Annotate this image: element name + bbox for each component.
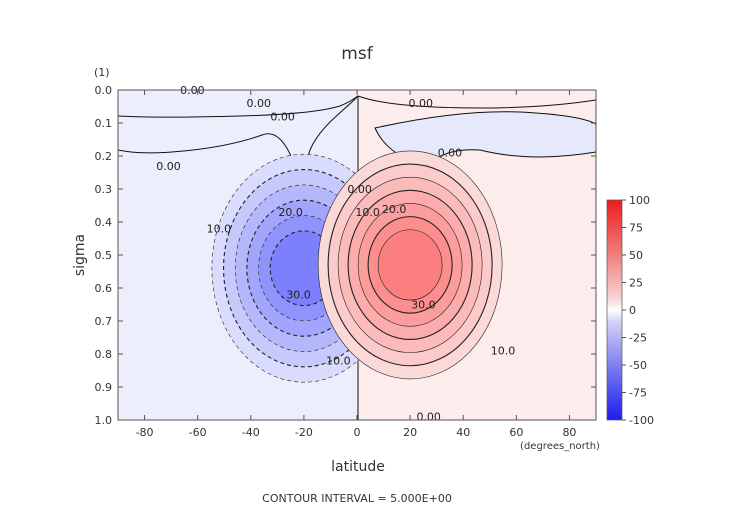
top-right-line	[357, 95, 596, 109]
north-cell	[317, 150, 503, 380]
colorbar-gradient	[606, 199, 623, 421]
x-units: (degrees_north)	[520, 441, 600, 452]
contour-label: 0.00	[408, 97, 433, 110]
contour-label: 30.0	[411, 299, 436, 312]
y-axis-label: sigma	[72, 234, 88, 276]
contour-label: 0.00	[438, 147, 463, 160]
contour-label: 0.00	[270, 110, 295, 123]
contour-label: 0.00	[246, 97, 271, 110]
north-cell-contour-35	[377, 229, 443, 301]
colorbar-tick-label: 0	[629, 304, 636, 317]
colorbar-tick-label: 25	[629, 277, 643, 290]
y-tick-label: 0.1	[95, 117, 113, 130]
y-tick-label: 0.2	[95, 150, 113, 163]
contour-label: 30.0	[286, 289, 311, 302]
y-units: (1)	[94, 66, 110, 79]
x-tick-label: 0	[354, 426, 361, 439]
circulation-cells	[211, 150, 503, 383]
y-axis: 0.0 0.1 0.2 0.3 0.4 0.5 0.6 0.7 0.8 0.9 1.0	[95, 84, 596, 427]
contour-interval-note: CONTOUR INTERVAL = 5.000E+00	[262, 492, 452, 505]
y-tick-label: 0.9	[95, 381, 113, 394]
x-tick-label: 80	[562, 426, 576, 439]
contour-label: 0.00	[347, 183, 372, 196]
y-tick-label: 1.0	[95, 414, 113, 427]
x-tick-label: 40	[456, 426, 470, 439]
colorbar-tick-label: -75	[629, 387, 647, 400]
x-axis-label: latitude	[331, 459, 385, 475]
colorbar-tick-label: 75	[629, 222, 643, 235]
y-tick-label: 0.6	[95, 282, 113, 295]
x-axis: -80 -60 -40 -20 0 20 40 60 80	[136, 90, 576, 439]
top-left-line	[118, 95, 359, 118]
x-tick-label: 60	[509, 426, 523, 439]
y-tick-label: 0.7	[95, 315, 113, 328]
y-tick-label: 0.5	[95, 249, 113, 262]
x-tick-label: 20	[403, 426, 417, 439]
contour-label: 10.0	[326, 355, 351, 368]
colorbar: 100 75 50 25 0 -25 -50 -75 -100	[606, 194, 654, 427]
colorbar-tick-label: -50	[629, 359, 647, 372]
contour-label: 0.00	[416, 411, 441, 424]
contour-label: 20.0	[382, 203, 407, 216]
x-tick-label: -40	[242, 426, 260, 439]
x-tick-label: -80	[136, 426, 154, 439]
contour-label: 10.0	[355, 206, 380, 219]
x-tick-label: -20	[295, 426, 313, 439]
contour-label: 10.0	[491, 345, 516, 358]
y-tick-label: 0.4	[95, 216, 113, 229]
colorbar-tick-label: -25	[629, 332, 647, 345]
chart-title: msf	[341, 44, 373, 64]
contour-labels: 0.000.000.000.000.000.000.0010.020.030.0…	[156, 84, 515, 424]
colorbar-tick-label: -100	[629, 414, 654, 427]
y-tick-label: 0.8	[95, 348, 113, 361]
x-tick-label: -60	[189, 426, 207, 439]
contour-label: 0.00	[156, 160, 181, 173]
contour-label: 20.0	[278, 206, 303, 219]
y-tick-label: 0.0	[95, 84, 113, 97]
contour-label: 10.0	[207, 223, 232, 236]
y-tick-label: 0.3	[95, 183, 113, 196]
colorbar-tick-label: 50	[629, 249, 643, 262]
colorbar-ticks: 100 75 50 25 0 -25 -50 -75 -100	[622, 194, 654, 427]
colorbar-tick-label: 100	[629, 194, 650, 207]
